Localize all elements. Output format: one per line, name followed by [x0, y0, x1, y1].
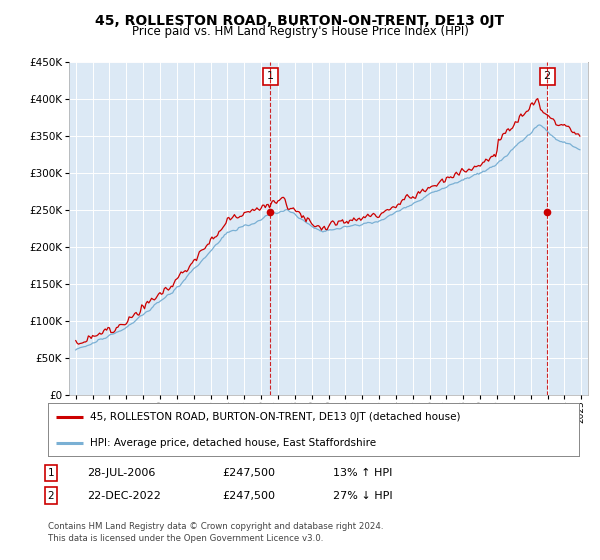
Text: Contains HM Land Registry data © Crown copyright and database right 2024.
This d: Contains HM Land Registry data © Crown c…	[48, 522, 383, 543]
Text: 13% ↑ HPI: 13% ↑ HPI	[333, 468, 392, 478]
Text: 22-DEC-2022: 22-DEC-2022	[87, 491, 161, 501]
Text: 1: 1	[47, 468, 55, 478]
Text: 1: 1	[267, 72, 274, 81]
Text: 2: 2	[47, 491, 55, 501]
Text: £247,500: £247,500	[222, 468, 275, 478]
Text: 27% ↓ HPI: 27% ↓ HPI	[333, 491, 392, 501]
Text: HPI: Average price, detached house, East Staffordshire: HPI: Average price, detached house, East…	[91, 437, 377, 447]
Text: 45, ROLLESTON ROAD, BURTON-ON-TRENT, DE13 0JT: 45, ROLLESTON ROAD, BURTON-ON-TRENT, DE1…	[95, 14, 505, 28]
Text: 2: 2	[544, 72, 551, 81]
Text: 28-JUL-2006: 28-JUL-2006	[87, 468, 155, 478]
Text: Price paid vs. HM Land Registry's House Price Index (HPI): Price paid vs. HM Land Registry's House …	[131, 25, 469, 38]
Text: 45, ROLLESTON ROAD, BURTON-ON-TRENT, DE13 0JT (detached house): 45, ROLLESTON ROAD, BURTON-ON-TRENT, DE1…	[91, 412, 461, 422]
Text: £247,500: £247,500	[222, 491, 275, 501]
